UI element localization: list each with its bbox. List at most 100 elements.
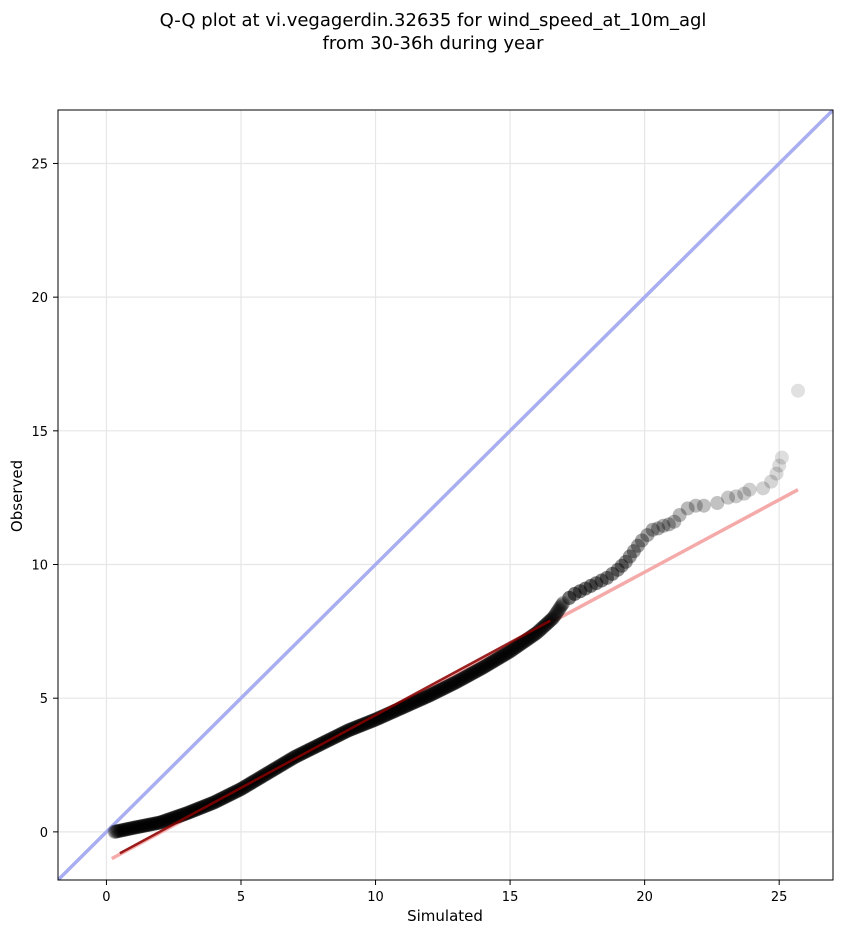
quantile-point [459, 669, 474, 684]
quantile-point [630, 538, 645, 553]
quantile-point [398, 698, 413, 713]
quantile-point [127, 820, 142, 835]
quantile-point [182, 805, 197, 820]
quantile-point [432, 683, 447, 698]
quantile-point [534, 621, 549, 636]
quantile-point [422, 688, 437, 703]
fit-line-overlap-segment [119, 619, 552, 855]
quantile-point [512, 637, 527, 652]
quantile-point [126, 820, 141, 835]
quantile-point [503, 644, 518, 659]
quantile-point [548, 607, 563, 622]
quantile-point [430, 684, 445, 699]
y-axis-ticks: 0 5 10 15 20 25 [31, 157, 58, 841]
quantile-point [442, 678, 457, 693]
y-axis-label: Observed [8, 460, 26, 532]
quantile-point [404, 696, 419, 711]
identity-line [58, 110, 833, 880]
x-tick-label: 15 [502, 890, 519, 905]
quantile-point [428, 685, 443, 700]
quantile-point [401, 697, 416, 712]
quantile-point [180, 805, 195, 820]
quantile-point [443, 678, 458, 693]
quantile-point [423, 687, 438, 702]
quantile-point [359, 716, 374, 731]
quantile-point [425, 686, 440, 701]
quantile-point [672, 508, 687, 523]
x-axis-label: Simulated [407, 907, 483, 925]
quantile-point [651, 521, 666, 536]
quantile-point [461, 668, 476, 683]
quantile-point [451, 673, 466, 688]
quantile-point [122, 821, 137, 836]
quantile-point [477, 659, 492, 674]
quantile-point [405, 696, 420, 711]
quantile-point [134, 819, 149, 834]
quantile-point [125, 821, 140, 836]
grid-lines [58, 110, 833, 880]
quantile-point [455, 671, 470, 686]
quantile-point [729, 489, 744, 504]
quantile-point [737, 486, 752, 501]
x-axis-ticks: 0 5 10 15 20 25 [102, 880, 787, 905]
quantile-point [399, 698, 414, 713]
quantile-point [428, 685, 443, 700]
quantile-point [493, 650, 508, 665]
axes-frame [57, 109, 834, 881]
quantile-point [483, 655, 498, 670]
quantile-point [122, 821, 137, 836]
quantile-point [156, 814, 171, 829]
quantile-point [618, 554, 633, 569]
quantile-point [622, 549, 637, 564]
quantile-point [507, 641, 522, 656]
quantile-point [533, 622, 548, 637]
quantile-point [610, 562, 625, 577]
quantile-point [484, 655, 499, 670]
quantile-point [504, 643, 519, 658]
quantile-point [130, 820, 145, 835]
quantile-point [634, 533, 649, 548]
quantile-point [458, 670, 473, 685]
quantile-point [445, 676, 460, 691]
quantile-point [426, 686, 441, 701]
quantile-point [515, 635, 530, 650]
quantile-point [433, 682, 448, 697]
quantile-point [464, 666, 479, 681]
quantile-point [645, 522, 660, 537]
quantile-point [444, 677, 459, 692]
quantile-points-body [107, 595, 571, 839]
quantile-point [465, 666, 480, 681]
quantile-point [510, 639, 525, 654]
quantile-point [411, 693, 426, 708]
quantile-point [147, 816, 162, 831]
quantile-point [448, 675, 463, 690]
quantile-point [447, 676, 462, 691]
quantile-point [481, 657, 496, 672]
quantile-point [547, 608, 562, 623]
quantile-point [553, 600, 568, 615]
quantile-point [474, 661, 489, 676]
quantile-point [444, 677, 459, 692]
quantile-point [149, 816, 164, 831]
quantile-point [489, 652, 504, 667]
quantile-point [495, 649, 510, 664]
quantile-point [434, 682, 449, 697]
quantile-point [418, 690, 433, 705]
quantile-point [397, 699, 412, 714]
quantile-point [414, 692, 429, 707]
quantile-point [469, 664, 484, 679]
quantile-point [505, 642, 520, 657]
quantile-point [626, 544, 641, 559]
quantile-point [159, 813, 174, 828]
x-tick-label: 20 [636, 890, 653, 905]
quantile-point [656, 518, 671, 533]
quantile-point [145, 817, 160, 832]
quantile-point [420, 689, 435, 704]
x-tick-label: 0 [102, 890, 110, 905]
quantile-point [124, 821, 139, 836]
quantile-point [161, 812, 176, 827]
quantile-point [478, 658, 493, 673]
quantile-point [764, 474, 779, 489]
